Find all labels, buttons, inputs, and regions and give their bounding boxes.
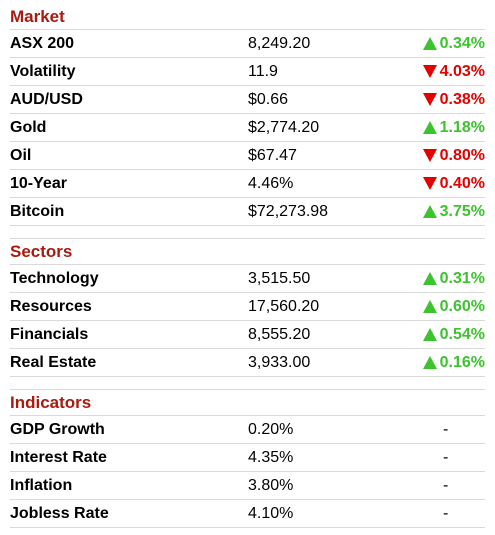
change-percent: 4.03% (439, 62, 485, 80)
section-spacer (10, 226, 485, 239)
row-value: 4.10% (248, 504, 294, 522)
change-percent: 0.60% (439, 297, 485, 315)
change-dash: - (443, 504, 449, 522)
up-triangle-icon (422, 121, 437, 134)
row-change: 3.75% (398, 203, 485, 221)
row-value: $2,774.20 (248, 118, 320, 136)
row-name: Financials (10, 325, 89, 343)
table-row: Gold $2,774.20 1.18% (10, 114, 485, 142)
row-change: 4.03% (398, 63, 485, 81)
row-change: 0.31% (398, 270, 485, 288)
row-name: Real Estate (10, 353, 97, 371)
change-dash: - (443, 476, 449, 494)
table-row: Inflation 3.80% - (10, 472, 485, 500)
up-triangle-icon (422, 356, 437, 369)
table-row: Real Estate 3,933.00 0.16% (10, 349, 485, 377)
row-change: 0.80% (398, 147, 485, 165)
table-row: 10-Year 4.46% 0.40% (10, 170, 485, 198)
row-change: - (398, 421, 485, 439)
down-triangle-icon (422, 177, 437, 190)
row-name: GDP Growth (10, 420, 105, 438)
row-name: AUD/USD (10, 90, 83, 108)
row-change: 0.60% (398, 298, 485, 316)
change-percent: 0.38% (439, 90, 485, 108)
row-value: 4.46% (248, 174, 294, 192)
row-name: Volatility (10, 62, 76, 80)
row-value: $72,273.98 (248, 202, 329, 220)
table-row: AUD/USD $0.66 0.38% (10, 86, 485, 114)
change-percent: 0.54% (439, 325, 485, 343)
change-dash: - (443, 420, 449, 438)
section-title-indicators: Indicators (10, 390, 485, 416)
row-name: 10-Year (10, 174, 67, 192)
up-triangle-icon (422, 205, 437, 218)
row-change: 0.38% (398, 91, 485, 109)
change-percent: 0.80% (439, 146, 485, 164)
row-change: 0.34% (398, 35, 485, 53)
row-value: 3.80% (248, 476, 294, 494)
table-row: Oil $67.47 0.80% (10, 142, 485, 170)
table-row: Jobless Rate 4.10% - (10, 500, 485, 528)
row-change: - (398, 477, 485, 495)
row-name: Jobless Rate (10, 504, 109, 522)
row-change: - (398, 505, 485, 523)
row-change: - (398, 449, 485, 467)
change-dash: - (443, 448, 449, 466)
table-row: GDP Growth 0.20% - (10, 416, 485, 444)
row-name: Oil (10, 146, 32, 164)
up-triangle-icon (422, 300, 437, 313)
row-change: 1.18% (398, 119, 485, 137)
change-percent: 3.75% (439, 202, 485, 220)
section-spacer (10, 377, 485, 390)
down-triangle-icon (422, 65, 437, 78)
table-row: Interest Rate 4.35% - (10, 444, 485, 472)
down-triangle-icon (422, 149, 437, 162)
change-percent: 0.16% (439, 353, 485, 371)
change-percent: 0.40% (439, 174, 485, 192)
row-name: Bitcoin (10, 202, 65, 220)
row-value: $67.47 (248, 146, 297, 164)
table-row: Volatility 11.9 4.03% (10, 58, 485, 86)
row-name: Interest Rate (10, 448, 107, 466)
row-name: Resources (10, 297, 92, 315)
row-name: Inflation (10, 476, 73, 494)
row-name: Gold (10, 118, 47, 136)
up-triangle-icon (422, 272, 437, 285)
row-value: 8,555.20 (248, 325, 311, 343)
section-title-sectors: Sectors (10, 239, 485, 265)
up-triangle-icon (422, 328, 437, 341)
row-change: 0.54% (398, 326, 485, 344)
row-value: $0.66 (248, 90, 289, 108)
up-triangle-icon (422, 37, 437, 50)
change-percent: 0.31% (439, 269, 485, 287)
row-value: 17,560.20 (248, 297, 320, 315)
row-value: 8,249.20 (248, 34, 311, 52)
table-row: Financials 8,555.20 0.54% (10, 321, 485, 349)
down-triangle-icon (422, 93, 437, 106)
row-value: 3,933.00 (248, 353, 311, 371)
row-value: 11.9 (248, 62, 278, 80)
row-value: 4.35% (248, 448, 294, 466)
row-change: 0.16% (398, 354, 485, 372)
row-name: ASX 200 (10, 34, 75, 52)
row-name: Technology (10, 269, 99, 287)
row-value: 0.20% (248, 420, 294, 438)
table-row: ASX 200 8,249.20 0.34% (10, 30, 485, 58)
change-percent: 1.18% (439, 118, 485, 136)
table-row: Technology 3,515.50 0.31% (10, 265, 485, 293)
row-value: 3,515.50 (248, 269, 311, 287)
section-title-market: Market (10, 4, 485, 30)
change-percent: 0.34% (439, 34, 485, 52)
row-change: 0.40% (398, 175, 485, 193)
table-row: Resources 17,560.20 0.60% (10, 293, 485, 321)
table-row: Bitcoin $72,273.98 3.75% (10, 198, 485, 226)
